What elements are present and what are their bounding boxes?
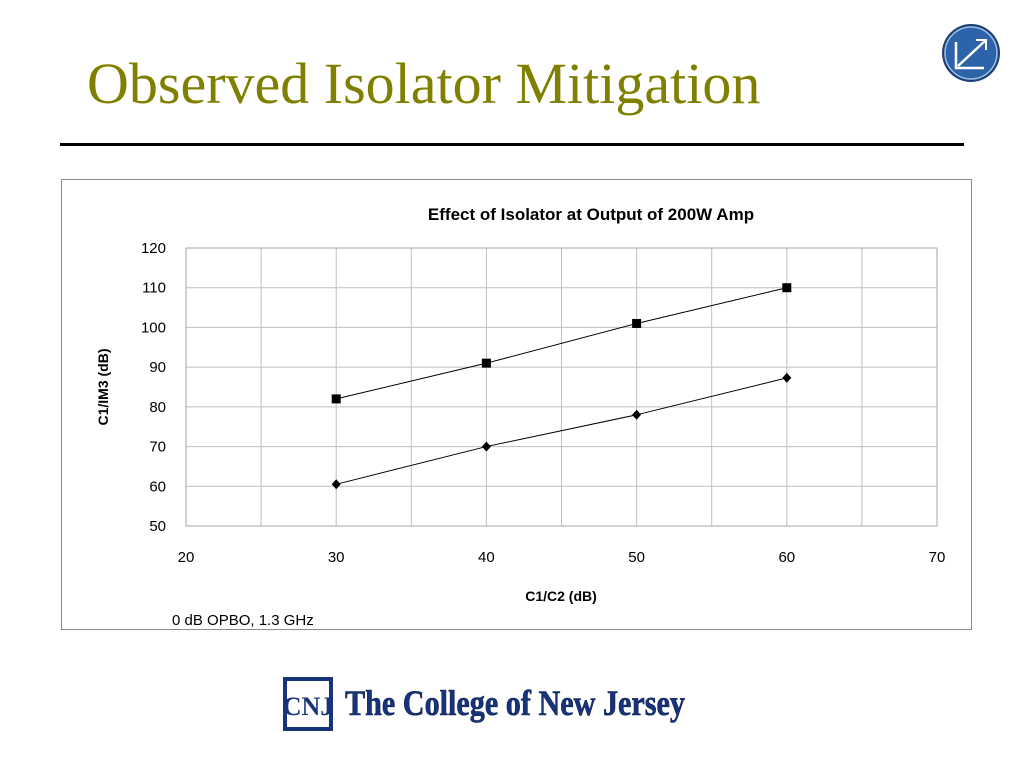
data-point-square — [481, 358, 491, 368]
data-point-square — [331, 394, 341, 404]
y-axis-label: C1/IM3 (dB) — [95, 349, 111, 426]
y-tick-label: 120 — [141, 240, 166, 257]
data-point-diamond — [782, 372, 792, 383]
x-tick-label: 30 — [328, 549, 345, 566]
x-tick-label: 70 — [929, 549, 946, 566]
college-logo: CNJ The College of New Jersey — [283, 677, 685, 731]
slide-title: Observed Isolator Mitigation — [87, 51, 761, 116]
logo-monogram: CNJ — [283, 692, 333, 721]
chart-svg: 20 30 40 50 60 70 50 60 70 80 90 100 110 120 Effect o… — [95, 205, 945, 629]
grid — [185, 247, 938, 527]
x-tick-label: 60 — [778, 549, 795, 566]
x-tick-label: 40 — [478, 549, 495, 566]
data-point-square — [632, 318, 642, 328]
x-tick-label: 20 — [178, 549, 195, 566]
x-tick-label: 50 — [628, 549, 645, 566]
chart-title: Effect of Isolator at Output of 200W Amp — [428, 205, 754, 224]
data-point-diamond — [632, 409, 642, 420]
tcnj-monogram-icon: CNJ — [283, 677, 333, 731]
tick-labels: 20 30 40 50 60 70 50 60 70 80 90 100 110 120 — [141, 240, 945, 566]
y-tick-label: 100 — [141, 319, 166, 336]
x-axis-label: C1/C2 (dB) — [525, 588, 597, 604]
title-divider — [60, 143, 964, 146]
y-tick-label: 80 — [149, 399, 166, 416]
data-point-square — [782, 283, 792, 293]
plot-area-border — [185, 247, 938, 527]
series-layer — [331, 283, 792, 490]
chart-note: 0 dB OPBO, 1.3 GHz — [172, 612, 314, 629]
chart-frame: 20 30 40 50 60 70 50 60 70 80 90 100 110 120 Effect o… — [61, 179, 972, 630]
y-tick-label: 110 — [142, 280, 166, 297]
y-tick-label: 90 — [149, 359, 166, 376]
college-name: The College of New Jersey — [345, 683, 685, 723]
corner-logo-icon — [942, 24, 1000, 82]
data-point-diamond — [481, 441, 491, 452]
y-tick-label: 70 — [149, 439, 166, 456]
series-line-diamond — [336, 377, 787, 485]
y-tick-label: 50 — [149, 518, 166, 535]
y-tick-label: 60 — [149, 478, 166, 495]
series-line-square — [336, 287, 787, 400]
data-point-diamond — [331, 479, 341, 490]
